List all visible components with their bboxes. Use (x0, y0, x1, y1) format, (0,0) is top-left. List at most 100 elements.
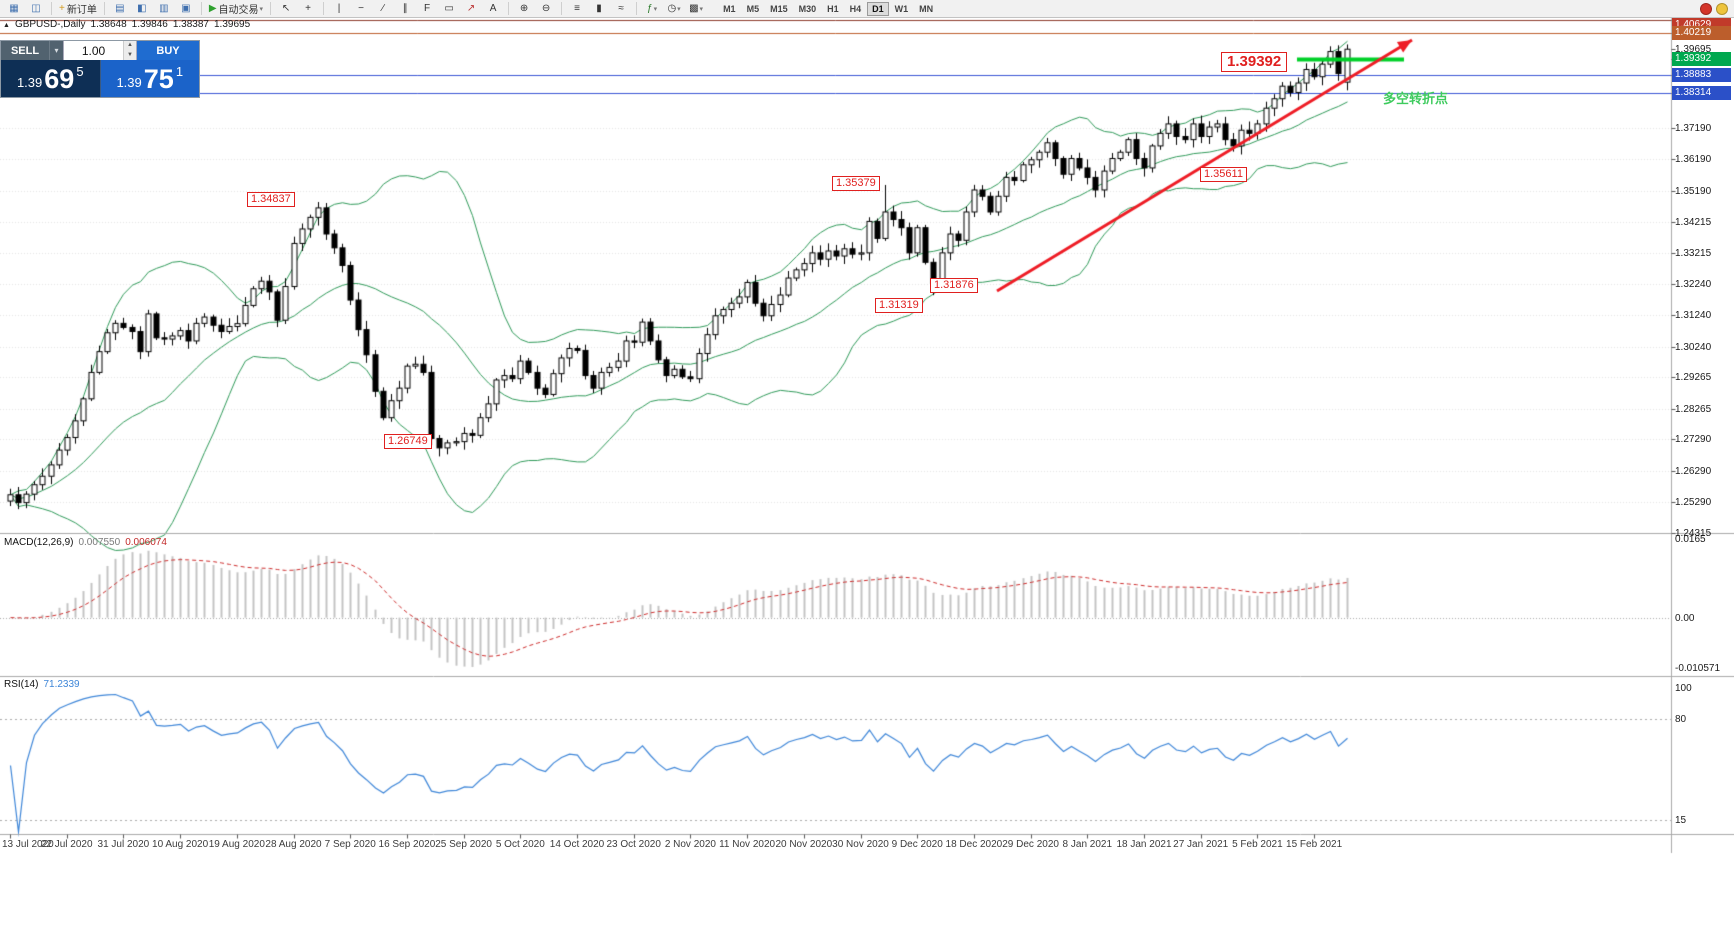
timeframe-d1[interactable]: D1 (867, 1, 889, 16)
arrows-icon[interactable]: ↗ (461, 1, 481, 16)
price-line-label: 1.38314 (1672, 85, 1731, 100)
timeframe-h4[interactable]: H4 (849, 3, 862, 14)
sell-price-big-digits: 69 (44, 63, 75, 94)
buy-price-display[interactable]: 1.39 75 1 (99, 60, 199, 97)
new-order-label: 新订单 (66, 5, 97, 16)
timeframe-mn[interactable]: MN (919, 3, 934, 14)
price-axis[interactable]: 1.40629 1.40219 1.39695 1.39392 1.38883 1.383… (1672, 0, 1734, 936)
price-annotation[interactable]: 1.31876 (930, 278, 978, 293)
dropdown-caret-icon: ▾ (259, 5, 264, 13)
bar-chart-icon[interactable]: ≡ (567, 1, 587, 16)
text-icon: A (489, 3, 497, 14)
ohlc-close: 1.39695 (213, 19, 251, 30)
new-chart-icon[interactable]: ▦ (4, 1, 24, 16)
channel-icon: ∥ (402, 3, 408, 14)
buy-price-big-digits: 75 (143, 63, 174, 94)
data-window-icon[interactable]: ◧ (132, 1, 152, 16)
alert-status-icon[interactable] (1716, 2, 1728, 15)
vertical-line-icon: | (337, 3, 341, 14)
vertical-line-icon[interactable]: | (329, 1, 349, 16)
price-annotation[interactable]: 1.26749 (384, 434, 432, 449)
volume-input[interactable] (64, 41, 123, 60)
channel-icon[interactable]: ∥ (395, 1, 415, 16)
price-line-label: 1.40219 (1672, 25, 1731, 40)
rsi-axis-label: 100 (1675, 683, 1692, 694)
indicators-icon[interactable]: ƒ ▾ (642, 1, 662, 16)
shapes-icon[interactable]: ▭ (439, 1, 459, 16)
timeframe-m5[interactable]: M5 (746, 3, 760, 14)
ohlc-high: 1.39846 (131, 19, 168, 30)
sell-price-display[interactable]: 1.39 69 5 (1, 60, 100, 97)
toolbar-separator (508, 2, 510, 15)
record-status-icon[interactable] (1700, 2, 1712, 15)
price-axis-label: 1.36190 (1675, 154, 1712, 166)
market-watch-icon[interactable]: ▤ (110, 1, 130, 16)
volume-increase-button[interactable]: ▲ (127, 42, 133, 48)
status-icons (1700, 2, 1730, 15)
navigator-icon[interactable]: ▥ (154, 1, 174, 16)
zoom-in-icon[interactable]: ⊕ (514, 1, 534, 16)
timeframe-h1[interactable]: H1 (827, 3, 839, 14)
macd-axis-label: -0.010571 (1675, 663, 1721, 674)
shapes-icon: ▭ (444, 3, 454, 14)
horizontal-line-icon[interactable]: − (351, 1, 371, 16)
fibonacci-icon[interactable]: F (417, 1, 437, 16)
macd-indicator-label: MACD(12,26,9) 0.007550 0.006074 (4, 537, 167, 548)
sell-button[interactable]: SELL (1, 41, 49, 60)
price-axis-label: 1.24315 (1675, 528, 1712, 539)
templates-icon[interactable]: ▩ ▾ (686, 1, 706, 16)
terminal-icon: ▣ (181, 3, 191, 14)
macd-axis-label: 0.00 (1675, 612, 1695, 624)
new-chart-icon: ▦ (9, 3, 19, 14)
price-annotation[interactable]: 1.39392 (1221, 52, 1288, 72)
toolbar-separator (323, 2, 325, 15)
new-order-button[interactable]: + 新订单 (57, 1, 99, 16)
profiles-icon[interactable]: ◫ (26, 1, 46, 16)
toolbar-separator (200, 2, 202, 15)
periods-icon[interactable]: ◷ ▾ (664, 1, 684, 16)
autotrade-button[interactable]: ▶ 自动交易 ▾ (207, 1, 265, 16)
price-annotation[interactable]: 1.31319 (875, 298, 923, 313)
buy-button[interactable]: BUY (137, 41, 199, 60)
price-annotation[interactable]: 1.35379 (832, 176, 880, 191)
macd-axis-label: 0.0165 (1675, 534, 1706, 545)
periods-icon: ◷ (667, 3, 677, 14)
zoom-out-icon[interactable]: ⊖ (536, 1, 556, 16)
profiles-icon: ◫ (31, 3, 41, 14)
terminal-icon[interactable]: ▣ (176, 1, 196, 16)
fibonacci-icon: F (424, 3, 431, 14)
price-annotation[interactable]: 1.34837 (247, 192, 295, 207)
price-axis-label: 1.32240 (1675, 278, 1712, 290)
crosshair-icon: + (305, 3, 311, 14)
cursor-icon[interactable]: ↖ (276, 1, 296, 16)
timeframe-m1[interactable]: M1 (723, 3, 736, 14)
candle-chart-icon: ▮ (596, 3, 602, 14)
line-chart-icon[interactable]: ≈ (611, 1, 631, 16)
toolbar-separator (561, 2, 563, 15)
volume-decrease-button[interactable]: ▼ (127, 51, 133, 58)
data-window-icon: ◧ (137, 3, 147, 14)
line-chart-icon: ≈ (618, 3, 624, 14)
candle-chart-icon[interactable]: ▮ (589, 1, 609, 16)
text-icon[interactable]: A (483, 1, 503, 16)
price-annotation[interactable]: 1.35611 (1200, 167, 1247, 182)
sell-price-prefix: 1.39 (16, 74, 43, 90)
chart-note-text[interactable]: 多空转折点 (1383, 91, 1449, 106)
price-axis-label: 1.27290 (1675, 434, 1712, 446)
price-axis-label: 1.30240 (1675, 341, 1712, 353)
volume-stepper: ▲ ▼ (123, 41, 136, 60)
trendline-icon[interactable]: ∕ (373, 1, 393, 16)
autotrade-icon: ▶ (208, 3, 217, 14)
symbol-period-label: GBPUSD-,Daily (14, 19, 86, 30)
timeframe-m15[interactable]: M15 (770, 3, 788, 14)
price-axis-label: 1.26290 (1675, 465, 1712, 477)
order-options-caret-icon[interactable]: ▾ (49, 41, 63, 60)
crosshair-icon[interactable]: + (298, 1, 318, 16)
timeframe-m30[interactable]: M30 (798, 3, 817, 14)
toolbar-separator (270, 2, 272, 15)
dropdown-caret-icon: ▾ (699, 5, 704, 13)
navigator-icon: ▥ (159, 3, 169, 14)
ohlc-open: 1.38648 (90, 19, 127, 30)
timeframe-w1[interactable]: W1 (894, 3, 909, 14)
